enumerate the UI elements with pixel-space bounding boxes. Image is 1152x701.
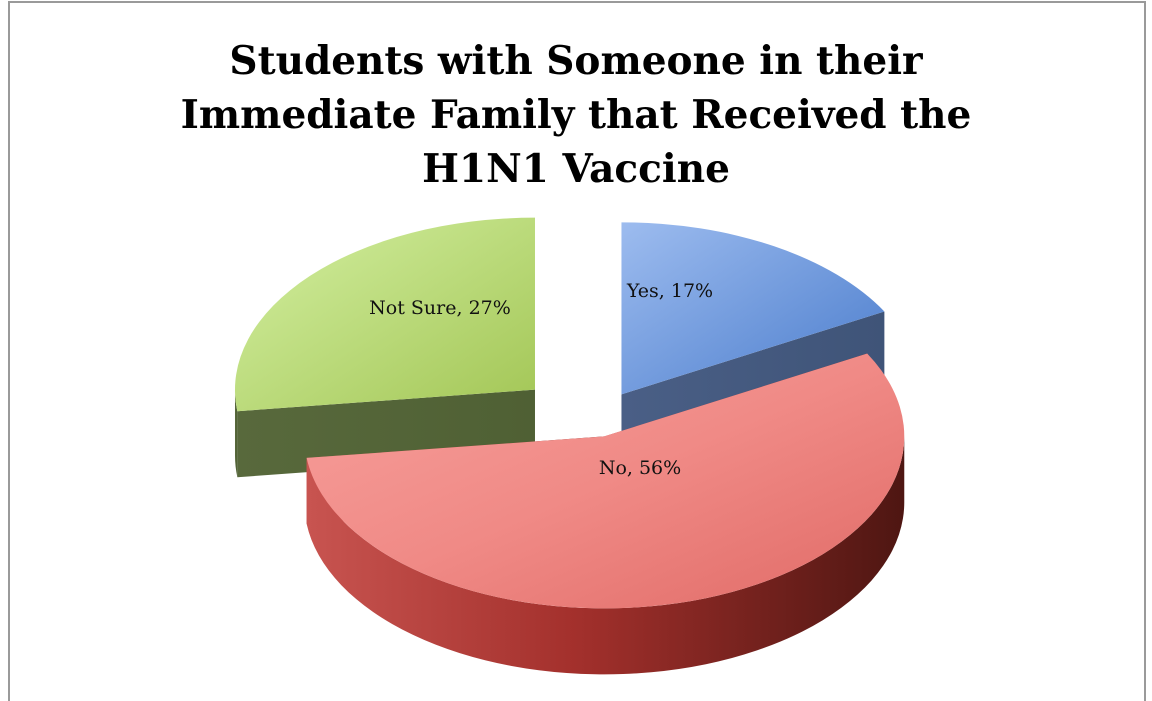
slice-label-no: No, 56%: [599, 457, 681, 479]
slice-no-top: [306, 353, 905, 609]
chart-title-line-1: Students with Someone in their: [229, 38, 923, 84]
slice-not-sure-top: [234, 217, 535, 412]
pie-chart: Yes, 17% No, 56% Not Sure, 27%: [234, 217, 905, 675]
pie-labels: Yes, 17% No, 56% Not Sure, 27%: [369, 280, 713, 479]
chart-title-line-2: Immediate Family that Received the: [180, 92, 972, 138]
chart-title: Students with Someone in their Immediate…: [0, 34, 1152, 196]
slice-label-yes: Yes, 17%: [626, 280, 713, 302]
slice-yes-top: [621, 222, 885, 395]
pie-tops: [234, 217, 905, 609]
slice-label-not-sure: Not Sure, 27%: [369, 297, 511, 319]
chart-title-line-3: H1N1 Vaccine: [422, 146, 730, 192]
